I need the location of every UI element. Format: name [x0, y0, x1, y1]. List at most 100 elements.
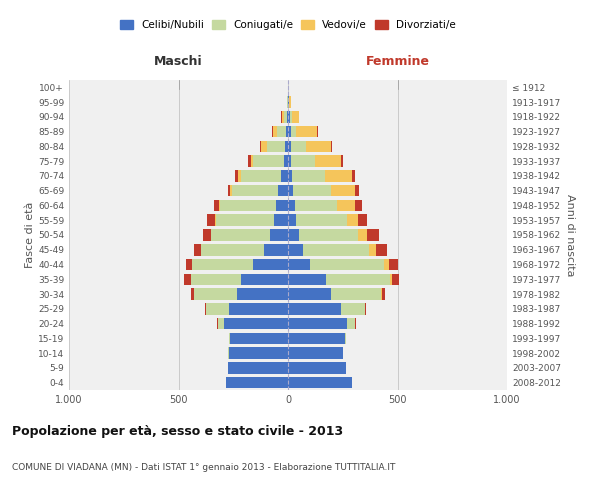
- Bar: [295, 200, 337, 211]
- Bar: [224, 318, 288, 330]
- Bar: [219, 200, 220, 211]
- Bar: [277, 126, 286, 138]
- Bar: [251, 156, 253, 167]
- Bar: [284, 156, 288, 167]
- Bar: [211, 229, 271, 241]
- Bar: [331, 288, 381, 300]
- Bar: [291, 140, 305, 152]
- Bar: [288, 111, 290, 122]
- Bar: [292, 170, 325, 181]
- Bar: [288, 348, 343, 359]
- Bar: [267, 140, 285, 152]
- Bar: [203, 229, 211, 241]
- Bar: [347, 214, 358, 226]
- Bar: [288, 214, 296, 226]
- Bar: [341, 303, 365, 314]
- Text: Maschi: Maschi: [154, 55, 203, 68]
- Bar: [228, 185, 230, 196]
- Bar: [226, 377, 288, 388]
- Bar: [253, 259, 288, 270]
- Bar: [289, 96, 291, 108]
- Text: Popolazione per età, sesso e stato civile - 2013: Popolazione per età, sesso e stato civil…: [12, 425, 343, 438]
- Bar: [331, 140, 332, 152]
- Bar: [288, 140, 291, 152]
- Bar: [347, 318, 355, 330]
- Bar: [282, 111, 284, 122]
- Bar: [276, 200, 288, 211]
- Bar: [310, 259, 385, 270]
- Bar: [286, 126, 288, 138]
- Bar: [278, 185, 288, 196]
- Bar: [305, 140, 331, 152]
- Bar: [381, 288, 382, 300]
- Bar: [194, 244, 201, 256]
- Bar: [290, 111, 292, 122]
- Bar: [238, 170, 241, 181]
- Bar: [186, 259, 191, 270]
- Bar: [281, 170, 288, 181]
- Bar: [214, 200, 219, 211]
- Bar: [206, 303, 229, 314]
- Bar: [288, 259, 310, 270]
- Bar: [288, 274, 326, 285]
- Bar: [229, 332, 230, 344]
- Bar: [285, 140, 288, 152]
- Bar: [215, 214, 216, 226]
- Bar: [355, 185, 359, 196]
- Bar: [355, 200, 362, 211]
- Y-axis label: Fasce di età: Fasce di età: [25, 202, 35, 268]
- Text: Femmine: Femmine: [365, 55, 430, 68]
- Bar: [296, 126, 317, 138]
- Bar: [217, 318, 218, 330]
- Bar: [288, 185, 293, 196]
- Bar: [288, 244, 304, 256]
- Bar: [205, 303, 206, 314]
- Bar: [229, 303, 288, 314]
- Bar: [228, 362, 288, 374]
- Bar: [264, 244, 288, 256]
- Bar: [271, 229, 288, 241]
- Bar: [358, 214, 367, 226]
- Bar: [230, 185, 232, 196]
- Bar: [367, 229, 379, 241]
- Bar: [236, 288, 288, 300]
- Bar: [194, 288, 236, 300]
- Bar: [296, 214, 347, 226]
- Bar: [288, 126, 290, 138]
- Bar: [235, 170, 238, 181]
- Bar: [326, 274, 390, 285]
- Bar: [191, 274, 241, 285]
- Bar: [207, 214, 215, 226]
- Bar: [331, 185, 355, 196]
- Bar: [287, 111, 288, 122]
- Bar: [253, 156, 284, 167]
- Bar: [325, 170, 352, 181]
- Bar: [288, 318, 347, 330]
- Bar: [260, 140, 267, 152]
- Bar: [272, 126, 277, 138]
- Bar: [241, 170, 281, 181]
- Bar: [345, 332, 346, 344]
- Bar: [293, 185, 331, 196]
- Bar: [382, 288, 385, 300]
- Bar: [229, 348, 288, 359]
- Bar: [191, 288, 194, 300]
- Bar: [288, 156, 291, 167]
- Bar: [337, 200, 355, 211]
- Bar: [369, 244, 376, 256]
- Bar: [288, 377, 352, 388]
- Y-axis label: Anni di nascita: Anni di nascita: [565, 194, 575, 276]
- Bar: [218, 318, 224, 330]
- Bar: [288, 288, 331, 300]
- Bar: [288, 332, 345, 344]
- Bar: [288, 170, 292, 181]
- Bar: [392, 274, 398, 285]
- Bar: [216, 214, 274, 226]
- Bar: [299, 229, 358, 241]
- Bar: [290, 126, 296, 138]
- Bar: [291, 156, 316, 167]
- Bar: [365, 303, 367, 314]
- Bar: [316, 156, 341, 167]
- Bar: [389, 259, 398, 270]
- Bar: [358, 229, 367, 241]
